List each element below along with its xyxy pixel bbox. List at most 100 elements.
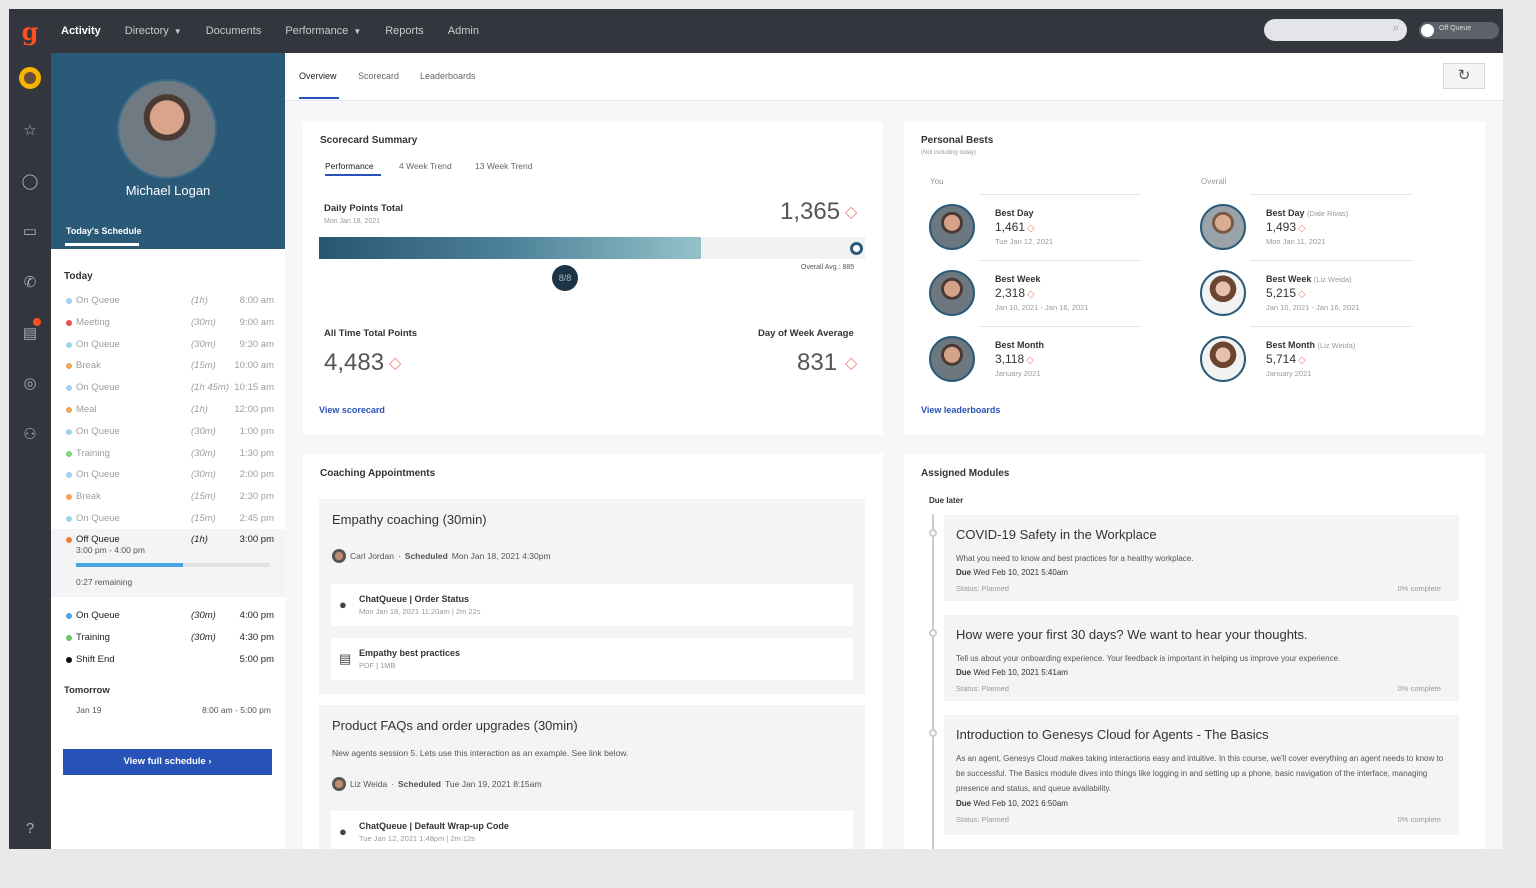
activity-dot — [66, 537, 72, 543]
activity-time: 12:00 pm — [234, 404, 274, 415]
schedule-row[interactable]: Break (15m) 10:00 am — [64, 359, 274, 375]
notification-badge — [33, 318, 41, 326]
schedule-row[interactable]: Shift End 5:00 pm — [64, 653, 274, 669]
tab-4-week-trend[interactable]: 4 Week Trend — [399, 161, 452, 171]
support-icon[interactable]: ◎ — [23, 375, 37, 392]
chevron-down-icon: ▼ — [173, 26, 182, 36]
tab-leaderboards[interactable]: Leaderboards — [420, 71, 476, 81]
best-label: Best Week — [1266, 274, 1312, 284]
schedule-row[interactable]: Break (15m) 2:30 pm — [64, 490, 274, 506]
schedule-row[interactable]: Training (30m) 1:30 pm — [64, 447, 274, 463]
module-card[interactable]: COVID-19 Safety in the Workplace What yo… — [944, 515, 1459, 601]
peer-marker-icon[interactable]: 8/8 — [552, 265, 578, 291]
tab-13-week-trend[interactable]: 13 Week Trend — [475, 161, 533, 171]
chat-icon[interactable]: ◯ — [21, 173, 39, 190]
tab-underline — [65, 243, 139, 246]
gem-icon: ◇ — [1027, 289, 1035, 300]
you-column-header: You — [930, 177, 944, 186]
best-holder: (Liz Weida) — [1313, 275, 1352, 284]
schedule-row[interactable]: Meal (1h) 12:00 pm — [64, 403, 274, 419]
tab-performance[interactable]: Performance — [325, 161, 374, 171]
tab-overview[interactable]: Overview — [299, 71, 337, 81]
tab-scorecard[interactable]: Scorecard — [358, 71, 400, 81]
activity-dot — [66, 516, 72, 522]
people-icon[interactable]: ⚇ — [23, 426, 37, 443]
view-leaderboards-link[interactable]: View leaderboards — [921, 405, 1001, 415]
gem-icon: ◇ — [1026, 355, 1034, 366]
inbox-icon[interactable]: ▤ — [22, 325, 38, 342]
daily-points-bar — [319, 237, 865, 259]
coaching-appt-1[interactable]: Empathy coaching (30min) Carl Jordan · S… — [319, 499, 865, 694]
nav-reports[interactable]: Reports — [385, 25, 424, 37]
activity-time: 5:00 pm — [239, 653, 274, 665]
activity-dot — [66, 298, 72, 304]
personal-best-entry: Best Week 2,318 ◇ Jan 10, 2021 - Jan 16, 2… — [995, 274, 1088, 312]
star-icon[interactable]: ☆ — [23, 122, 37, 139]
schedule-row[interactable]: On Queue (30m) 1:00 pm — [64, 425, 274, 441]
module-title: Introduction to Genesys Cloud for Agents… — [956, 727, 1269, 742]
gem-icon: ◇ — [1027, 223, 1035, 234]
activity-time: 10:00 am — [234, 360, 274, 372]
schedule-row[interactable]: On Queue (15m) 2:45 pm — [64, 512, 274, 528]
best-holder: (Liz Weida) — [1317, 341, 1356, 350]
view-full-schedule-button[interactable]: View full schedule › — [63, 749, 272, 775]
schedule-row[interactable]: Training (30m) 4:30 pm — [64, 631, 274, 647]
activity-dot — [66, 472, 72, 479]
nav-directory[interactable]: Directory ▼ — [125, 25, 182, 37]
refresh-button[interactable]: ↻ — [1443, 63, 1485, 89]
view-scorecard-link[interactable]: View scorecard — [319, 405, 385, 415]
schedule-row[interactable]: Meeting (30m) 9:00 am — [64, 316, 274, 332]
schedule-row[interactable]: On Queue (30m) 4:00 pm — [64, 609, 274, 625]
search-icon: ⌕ — [1392, 22, 1399, 34]
nav-activity[interactable]: Activity — [61, 25, 101, 37]
coaching-title: Coaching Appointments — [320, 468, 436, 479]
nav-admin[interactable]: Admin — [448, 25, 479, 37]
module-percent: 0% complete — [1397, 684, 1441, 693]
nav-performance[interactable]: Performance ▼ — [285, 25, 361, 37]
attachment-title: Empathy best practices — [359, 648, 461, 658]
avatar — [929, 336, 975, 382]
status-toggle[interactable]: Off Queue — [1419, 22, 1499, 39]
personal-bests-subtitle: (Not including today) — [921, 150, 977, 156]
schedule-row[interactable]: On Queue (30m) 2:00 pm — [64, 468, 274, 484]
genesys-logo-icon[interactable]: g — [21, 16, 39, 46]
module-card[interactable]: How were your first 30 days? We want to … — [944, 615, 1459, 701]
module-card[interactable]: Introduction to Genesys Cloud for Agents… — [944, 715, 1459, 835]
schedule-row[interactable]: On Queue (1h 45m) 10:15 am — [64, 381, 274, 397]
best-label: Best Month — [995, 340, 1044, 350]
best-label: Best Day — [1266, 208, 1305, 218]
coaching-attachment[interactable]: ● ChatQueue | Order Status Mon Jan 18, 2… — [331, 584, 853, 626]
user-avatar-icon[interactable] — [19, 67, 41, 89]
coaching-attachment[interactable]: ● ChatQueue | Default Wrap-up Code Tue J… — [331, 811, 853, 849]
divider — [1250, 194, 1412, 195]
module-percent: 0% complete — [1397, 815, 1441, 824]
schedule-row[interactable]: Off Queue (1h) 3:00 pm — [64, 533, 274, 549]
profile-name: Michael Logan — [125, 183, 211, 198]
schedule-row[interactable]: On Queue (1h) 8:00 am — [64, 294, 274, 310]
activity-time: 2:30 pm — [239, 491, 274, 503]
avatar — [332, 777, 346, 791]
phone-icon[interactable]: ✆ — [23, 274, 37, 291]
tab-todays-schedule[interactable]: Today's Schedule — [66, 226, 142, 236]
activity-duration: (30m) — [191, 338, 216, 350]
module-desc: Tell us about your onboarding experience… — [956, 654, 1341, 663]
meta-separator: · — [397, 551, 401, 561]
coaching-attachment[interactable]: ▤ Empathy best practices PDF | 1MB — [331, 638, 853, 680]
module-title: How were your first 30 days? We want to … — [956, 627, 1308, 642]
activity-time: 2:00 pm — [239, 469, 274, 481]
nav-admin-label: Admin — [447, 25, 479, 37]
activity-name: Training — [76, 447, 110, 459]
due-date: Wed Feb 10, 2021 5:40am — [973, 568, 1068, 577]
help-icon[interactable]: ? — [25, 819, 35, 837]
personal-best-entry: Best Month (Liz Weida) 5,714 ◇ January 2021 — [1266, 340, 1355, 378]
activity-name: On Queue — [76, 295, 120, 306]
search-input[interactable]: ⌕ — [1264, 19, 1407, 41]
activity-name: On Queue — [76, 513, 120, 524]
tomorrow-time: 8:00 am - 5:00 pm — [202, 705, 271, 715]
coaching-appt-2[interactable]: Product FAQs and order upgrades (30min) … — [319, 705, 865, 849]
schedule-row[interactable]: On Queue (30m) 9:30 am — [64, 338, 274, 354]
nav-documents[interactable]: Documents — [206, 25, 262, 37]
personal-best-entry: Best Day 1,461 ◇ Tue Jan 12, 2021 — [995, 208, 1053, 246]
nav-documents-label: Documents — [205, 25, 262, 37]
video-icon[interactable]: ▭ — [22, 223, 38, 240]
